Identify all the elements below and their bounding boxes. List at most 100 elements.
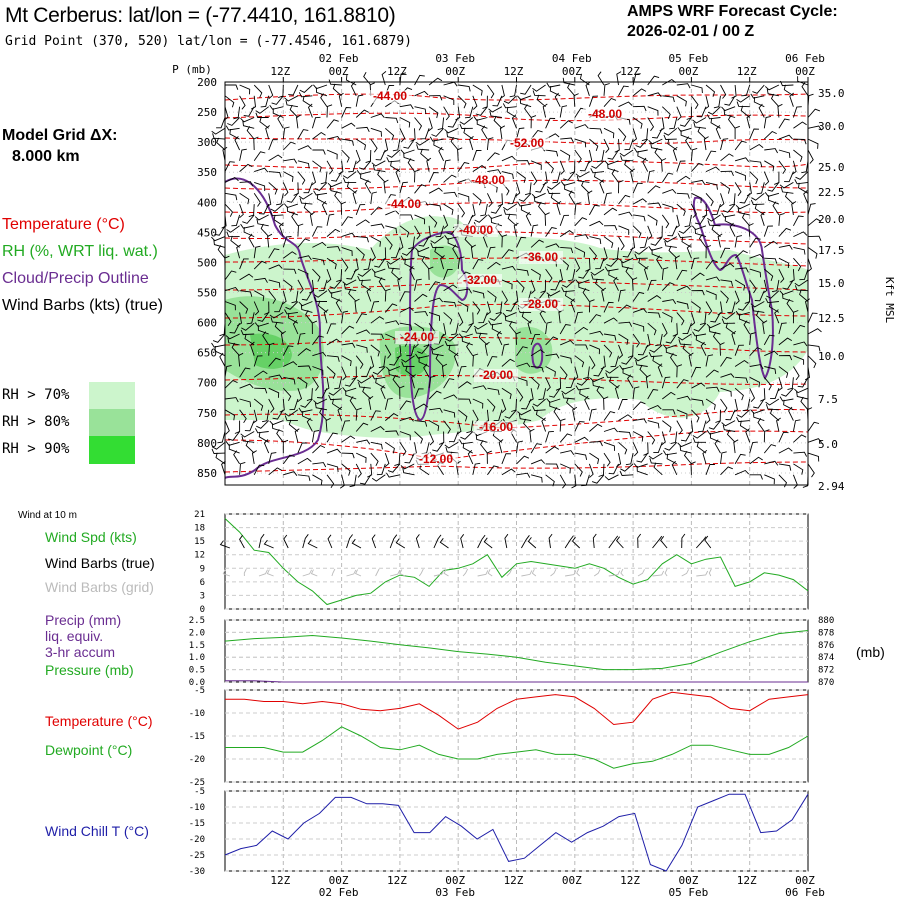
wind-barb-1349 bbox=[757, 418, 765, 432]
wind-barb-106 bbox=[573, 93, 579, 107]
wind-barb-882 bbox=[517, 307, 532, 313]
wind-barb-825 bbox=[285, 301, 299, 310]
surface-wind-barb bbox=[433, 534, 442, 549]
wind-barb-786 bbox=[313, 290, 328, 298]
wind-barb-1504 bbox=[619, 470, 634, 476]
wind-barb-416 bbox=[298, 192, 313, 200]
wind-barb-1133 bbox=[589, 376, 605, 383]
surface-wind-barb bbox=[527, 537, 537, 549]
wind-barb-572 bbox=[793, 215, 804, 227]
wind-barb-115 bbox=[696, 106, 707, 118]
wind-barb-1472 bbox=[764, 460, 779, 466]
wind-barb-179 bbox=[431, 127, 444, 137]
wind-barb-896 bbox=[721, 312, 736, 320]
wind-barb-787 bbox=[327, 288, 342, 294]
surface-wind-barb bbox=[477, 534, 486, 549]
wind-barb-880 bbox=[489, 312, 503, 321]
surface-grid-barb bbox=[266, 569, 274, 577]
wind-barb-836 bbox=[457, 301, 469, 312]
wind-barb-66 bbox=[585, 81, 591, 96]
wind-barb-1252 bbox=[532, 405, 546, 412]
contour-label-bg bbox=[382, 198, 426, 211]
contour-label-bg bbox=[505, 137, 549, 150]
wind-barb-983 bbox=[807, 328, 822, 335]
wind-barb-1222 bbox=[705, 398, 716, 410]
windchill-panel-tick-label: -25 bbox=[189, 851, 205, 861]
wind-barb-207 bbox=[246, 126, 255, 140]
wind-barb-1322 bbox=[370, 426, 385, 432]
wind-barb-840 bbox=[506, 301, 517, 312]
wind-barb-640 bbox=[589, 247, 597, 261]
wind-barb-994 bbox=[370, 344, 380, 357]
wind-barb-269 bbox=[559, 149, 571, 161]
wind-barb-1274 bbox=[256, 420, 270, 429]
wind-barb-1167 bbox=[501, 387, 512, 400]
wind-barb-1118 bbox=[371, 374, 386, 380]
wind-barb-855 bbox=[727, 301, 736, 314]
wind-barb-103 bbox=[519, 98, 532, 108]
wind-barb-1202 bbox=[414, 388, 424, 400]
wind-barb-57 bbox=[457, 95, 467, 109]
wind-barb-442 bbox=[691, 192, 702, 204]
wind-barb-278 bbox=[685, 136, 692, 151]
wind-barb-205 bbox=[212, 133, 226, 140]
wind-barb-624 bbox=[355, 247, 365, 260]
wind-barb-1473 bbox=[778, 463, 792, 471]
wind-barb-674 bbox=[486, 246, 496, 259]
wind-barb-726 bbox=[638, 257, 648, 270]
wind-speed-line bbox=[224, 518, 809, 606]
wind-barb-877 bbox=[457, 312, 464, 327]
wind-barb-74 bbox=[704, 95, 710, 110]
wind-barb-409 bbox=[794, 179, 809, 185]
temperature-contour-8 bbox=[224, 280, 809, 291]
wind-barb-344 bbox=[457, 161, 470, 172]
wind-barb-1502 bbox=[591, 474, 605, 484]
wind-barb-1054 bbox=[633, 355, 648, 362]
wind-barb-751 bbox=[409, 265, 415, 281]
wind-barb-1309 bbox=[769, 408, 780, 421]
wind-barb-652 bbox=[764, 240, 778, 248]
wind-barb-714 bbox=[472, 259, 484, 270]
wind-barb-1231 bbox=[239, 409, 247, 424]
wind-barb-569 bbox=[741, 212, 751, 227]
wind-barb-753 bbox=[443, 269, 453, 281]
wind-barb-1143 bbox=[749, 376, 760, 388]
wind-barb-309 bbox=[545, 160, 554, 174]
wind-barb-312 bbox=[579, 160, 590, 172]
wind-barb-352 bbox=[563, 171, 576, 181]
legend-cloud-outline: Cloud/Precip Outline bbox=[2, 270, 149, 287]
wind-barb-1069 bbox=[268, 357, 281, 367]
wind-barb-204 bbox=[807, 125, 822, 131]
wind-barb-777 bbox=[782, 279, 794, 290]
wind-barb-169 bbox=[296, 114, 302, 129]
precip-axis-tick-label: 1.0 bbox=[189, 653, 205, 663]
wind-barb-867 bbox=[300, 304, 313, 313]
wind-barb-766 bbox=[625, 266, 634, 281]
wind-barb-395 bbox=[594, 171, 605, 183]
wind-barb-1067 bbox=[238, 352, 244, 367]
top-time-label: 12Z bbox=[504, 65, 524, 78]
wind-barb-597 bbox=[559, 230, 574, 237]
wind-barb-194 bbox=[652, 128, 663, 139]
wind-barb-989 bbox=[297, 332, 306, 345]
wind-barb-305 bbox=[487, 152, 500, 162]
wind-barb-824 bbox=[274, 301, 284, 313]
wind-barb-1270 bbox=[800, 396, 809, 411]
windchill-panel-tick-label: -5 bbox=[194, 787, 205, 797]
wind-barb-1171 bbox=[548, 387, 561, 398]
temperature-contour-14 bbox=[224, 461, 809, 473]
wind-barb-1357 bbox=[276, 429, 284, 443]
wind-barb-1191 bbox=[253, 398, 264, 411]
wind-barb-858 bbox=[765, 297, 779, 304]
wind-barb-1292 bbox=[518, 413, 532, 422]
wind-barb-739 bbox=[239, 273, 254, 281]
wind-barb-453 bbox=[248, 204, 255, 218]
wind-barb-1461 bbox=[598, 463, 605, 477]
wind-barb-363 bbox=[734, 171, 746, 181]
wind-barb-839 bbox=[495, 301, 503, 315]
wind-barb-599 bbox=[589, 236, 602, 245]
height-tick-label: 35.0 bbox=[818, 87, 845, 100]
wind-barb-688 bbox=[686, 244, 692, 259]
top-date-label: 03 Feb bbox=[435, 52, 475, 65]
wind-barb-307 bbox=[516, 160, 530, 166]
